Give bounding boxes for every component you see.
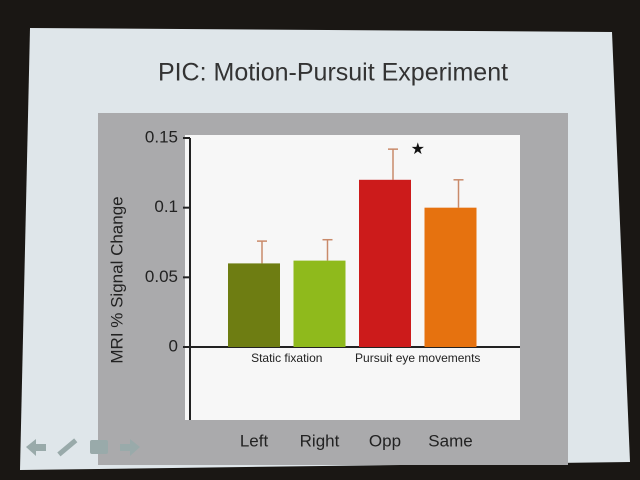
y-axis-label: MRI % Signal Change: [107, 196, 126, 363]
bar: [424, 207, 477, 347]
y-tick-label: 0.05: [145, 267, 178, 286]
group-label: Static fixation: [251, 351, 322, 365]
prev-icon[interactable]: [26, 439, 46, 456]
slide-title: PIC: Motion-Pursuit Experiment: [158, 59, 508, 87]
significance-marker: ★: [411, 141, 425, 158]
y-tick-label: 0.1: [154, 197, 178, 216]
bar: [359, 179, 411, 347]
bar: [293, 260, 346, 347]
y-tick-label: 0: [169, 336, 178, 355]
group-label: Pursuit eye movements: [355, 351, 480, 365]
bar: [228, 263, 280, 347]
y-tick-label: 0.15: [145, 127, 178, 146]
menu-icon[interactable]: [90, 440, 108, 454]
x-tick-label: Left: [240, 431, 269, 450]
x-tick-label: Same: [428, 431, 472, 450]
x-tick-label: Opp: [369, 431, 401, 450]
toolbar: [26, 438, 140, 457]
next-icon[interactable]: [120, 439, 140, 456]
pen-icon[interactable]: [57, 438, 78, 457]
x-tick-label: Right: [300, 431, 340, 450]
